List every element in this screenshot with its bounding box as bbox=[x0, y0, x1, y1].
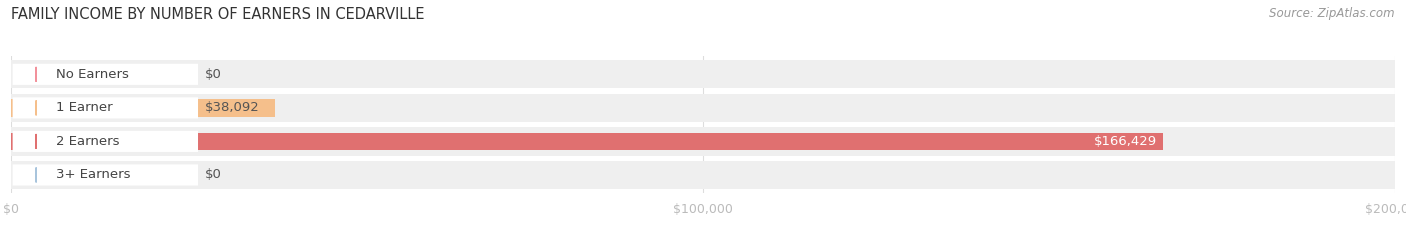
Text: Source: ZipAtlas.com: Source: ZipAtlas.com bbox=[1270, 7, 1395, 20]
Text: $38,092: $38,092 bbox=[205, 101, 260, 114]
Bar bbox=[11, 99, 274, 116]
Bar bbox=[11, 161, 1395, 189]
FancyBboxPatch shape bbox=[13, 97, 198, 118]
Text: No Earners: No Earners bbox=[55, 68, 128, 81]
FancyBboxPatch shape bbox=[13, 131, 198, 152]
Text: $0: $0 bbox=[205, 168, 222, 182]
Bar bbox=[11, 127, 1395, 155]
Bar bbox=[11, 133, 1163, 150]
Text: 1 Earner: 1 Earner bbox=[55, 101, 112, 114]
Text: 3+ Earners: 3+ Earners bbox=[55, 168, 129, 182]
Text: $0: $0 bbox=[205, 68, 222, 81]
Bar bbox=[11, 94, 1395, 122]
FancyBboxPatch shape bbox=[13, 164, 198, 185]
FancyBboxPatch shape bbox=[13, 64, 198, 85]
Text: FAMILY INCOME BY NUMBER OF EARNERS IN CEDARVILLE: FAMILY INCOME BY NUMBER OF EARNERS IN CE… bbox=[11, 7, 425, 22]
Bar bbox=[11, 60, 1395, 89]
Text: $166,429: $166,429 bbox=[1094, 135, 1157, 148]
Text: 2 Earners: 2 Earners bbox=[55, 135, 120, 148]
